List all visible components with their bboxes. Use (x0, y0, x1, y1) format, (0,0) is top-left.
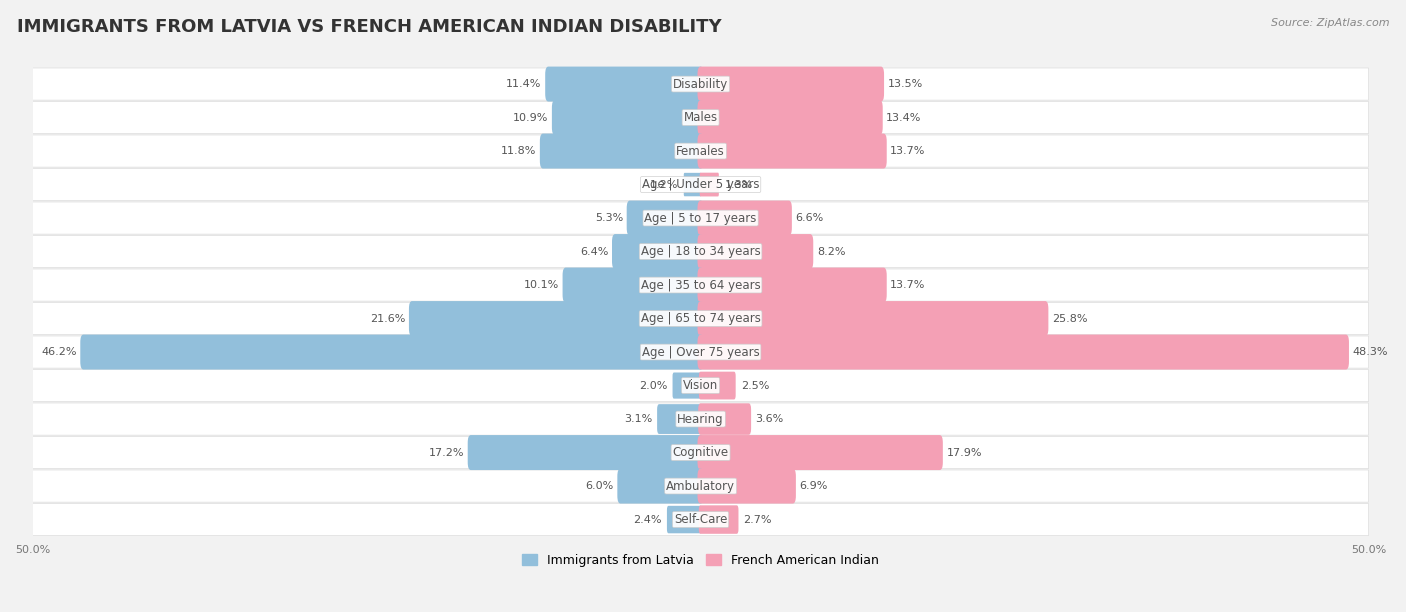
Text: Age | 35 to 64 years: Age | 35 to 64 years (641, 278, 761, 291)
FancyBboxPatch shape (32, 403, 1368, 435)
Text: Hearing: Hearing (678, 412, 724, 425)
FancyBboxPatch shape (32, 202, 1368, 234)
FancyBboxPatch shape (666, 506, 702, 533)
FancyBboxPatch shape (32, 436, 1368, 469)
FancyBboxPatch shape (699, 403, 751, 435)
Text: 10.9%: 10.9% (513, 113, 548, 122)
FancyBboxPatch shape (699, 371, 735, 400)
Text: Source: ZipAtlas.com: Source: ZipAtlas.com (1271, 18, 1389, 28)
Text: Disability: Disability (673, 78, 728, 91)
FancyBboxPatch shape (697, 234, 813, 269)
Text: 13.7%: 13.7% (890, 280, 925, 290)
FancyBboxPatch shape (32, 336, 1368, 368)
FancyBboxPatch shape (697, 469, 796, 504)
Text: 17.9%: 17.9% (946, 447, 981, 458)
FancyBboxPatch shape (697, 267, 887, 302)
FancyBboxPatch shape (553, 100, 703, 135)
Text: Ambulatory: Ambulatory (666, 480, 735, 493)
Text: 2.0%: 2.0% (638, 381, 668, 390)
FancyBboxPatch shape (697, 301, 1049, 336)
FancyBboxPatch shape (32, 269, 1368, 301)
Text: 10.1%: 10.1% (524, 280, 560, 290)
FancyBboxPatch shape (697, 435, 943, 470)
Text: Vision: Vision (683, 379, 718, 392)
Text: 25.8%: 25.8% (1052, 313, 1087, 324)
Text: Age | Over 75 years: Age | Over 75 years (641, 346, 759, 359)
Text: Females: Females (676, 144, 725, 157)
Text: Self-Care: Self-Care (673, 513, 727, 526)
FancyBboxPatch shape (80, 335, 703, 370)
Legend: Immigrants from Latvia, French American Indian: Immigrants from Latvia, French American … (522, 554, 879, 567)
FancyBboxPatch shape (627, 201, 703, 236)
Text: 2.7%: 2.7% (744, 515, 772, 524)
Text: 3.1%: 3.1% (624, 414, 652, 424)
Text: Males: Males (683, 111, 717, 124)
Text: 8.2%: 8.2% (817, 247, 845, 256)
Text: 48.3%: 48.3% (1353, 347, 1388, 357)
Text: 6.9%: 6.9% (800, 481, 828, 491)
Text: 21.6%: 21.6% (370, 313, 405, 324)
Text: 2.4%: 2.4% (633, 515, 662, 524)
Text: Cognitive: Cognitive (672, 446, 728, 459)
FancyBboxPatch shape (697, 133, 887, 168)
FancyBboxPatch shape (612, 234, 703, 269)
FancyBboxPatch shape (697, 335, 1348, 370)
FancyBboxPatch shape (562, 267, 703, 302)
FancyBboxPatch shape (32, 68, 1368, 100)
FancyBboxPatch shape (697, 100, 883, 135)
FancyBboxPatch shape (617, 469, 703, 504)
Text: 13.7%: 13.7% (890, 146, 925, 156)
Text: 11.8%: 11.8% (501, 146, 536, 156)
FancyBboxPatch shape (540, 133, 703, 168)
FancyBboxPatch shape (672, 373, 702, 398)
Text: Age | 18 to 34 years: Age | 18 to 34 years (641, 245, 761, 258)
FancyBboxPatch shape (546, 67, 703, 102)
FancyBboxPatch shape (700, 173, 718, 196)
FancyBboxPatch shape (32, 302, 1368, 335)
FancyBboxPatch shape (32, 135, 1368, 167)
Text: Age | 5 to 17 years: Age | 5 to 17 years (644, 212, 756, 225)
FancyBboxPatch shape (409, 301, 703, 336)
FancyBboxPatch shape (32, 470, 1368, 502)
FancyBboxPatch shape (699, 506, 738, 534)
Text: 3.6%: 3.6% (755, 414, 783, 424)
FancyBboxPatch shape (32, 168, 1368, 201)
Text: 46.2%: 46.2% (41, 347, 77, 357)
Text: 6.0%: 6.0% (585, 481, 614, 491)
Text: Age | Under 5 years: Age | Under 5 years (643, 178, 759, 191)
FancyBboxPatch shape (468, 435, 703, 470)
FancyBboxPatch shape (32, 102, 1368, 133)
Text: 13.5%: 13.5% (887, 79, 922, 89)
Text: 5.3%: 5.3% (595, 213, 623, 223)
Text: 2.5%: 2.5% (741, 381, 769, 390)
FancyBboxPatch shape (32, 370, 1368, 401)
Text: 6.4%: 6.4% (581, 247, 609, 256)
FancyBboxPatch shape (697, 201, 792, 236)
Text: 1.3%: 1.3% (724, 179, 752, 190)
Text: 11.4%: 11.4% (506, 79, 541, 89)
Text: 17.2%: 17.2% (429, 447, 464, 458)
FancyBboxPatch shape (32, 236, 1368, 267)
Text: IMMIGRANTS FROM LATVIA VS FRENCH AMERICAN INDIAN DISABILITY: IMMIGRANTS FROM LATVIA VS FRENCH AMERICA… (17, 18, 721, 36)
Text: 1.2%: 1.2% (650, 179, 678, 190)
Text: 13.4%: 13.4% (886, 113, 922, 122)
FancyBboxPatch shape (32, 504, 1368, 536)
FancyBboxPatch shape (697, 67, 884, 102)
FancyBboxPatch shape (683, 173, 702, 196)
Text: 6.6%: 6.6% (796, 213, 824, 223)
FancyBboxPatch shape (657, 404, 703, 434)
Text: Age | 65 to 74 years: Age | 65 to 74 years (641, 312, 761, 325)
